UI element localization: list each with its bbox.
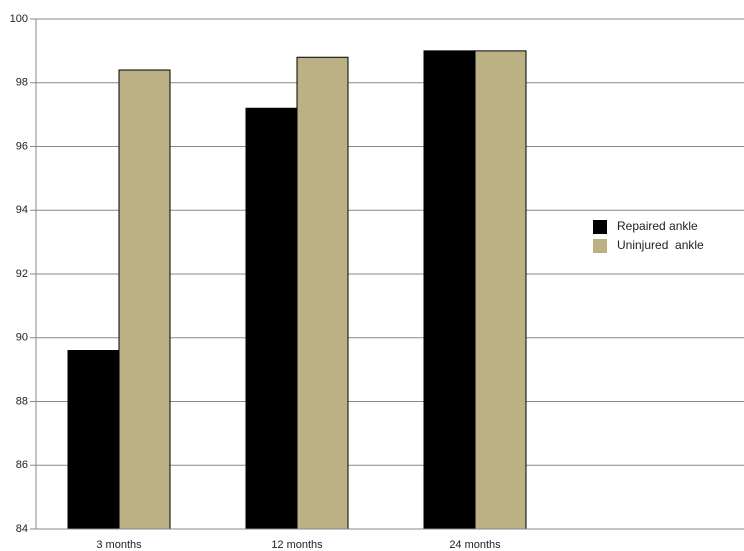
bar xyxy=(296,56,349,530)
y-tick-label: 94 xyxy=(16,204,28,216)
bar xyxy=(423,50,476,530)
y-tick-label: 90 xyxy=(16,332,28,344)
bar xyxy=(245,107,298,530)
y-tick-label: 98 xyxy=(16,77,28,89)
y-tick-label: 86 xyxy=(16,459,28,471)
y-tick-label: 92 xyxy=(16,268,28,280)
x-tick-label: 12 months xyxy=(271,539,323,551)
y-tick-label: 88 xyxy=(16,395,28,407)
bar xyxy=(474,50,527,530)
y-tick-label: 96 xyxy=(16,140,28,152)
bar xyxy=(118,69,171,530)
legend-label: Uninjured ankle xyxy=(617,238,704,252)
y-tick-label: 84 xyxy=(16,523,28,535)
x-tick-label: 3 months xyxy=(96,539,142,551)
bar xyxy=(67,350,120,530)
legend-swatch xyxy=(593,239,607,253)
legend-swatch xyxy=(593,220,607,234)
legend-label: Repaired ankle xyxy=(617,219,698,233)
x-tick-label: 24 months xyxy=(449,539,501,551)
y-tick-label: 100 xyxy=(10,13,28,25)
